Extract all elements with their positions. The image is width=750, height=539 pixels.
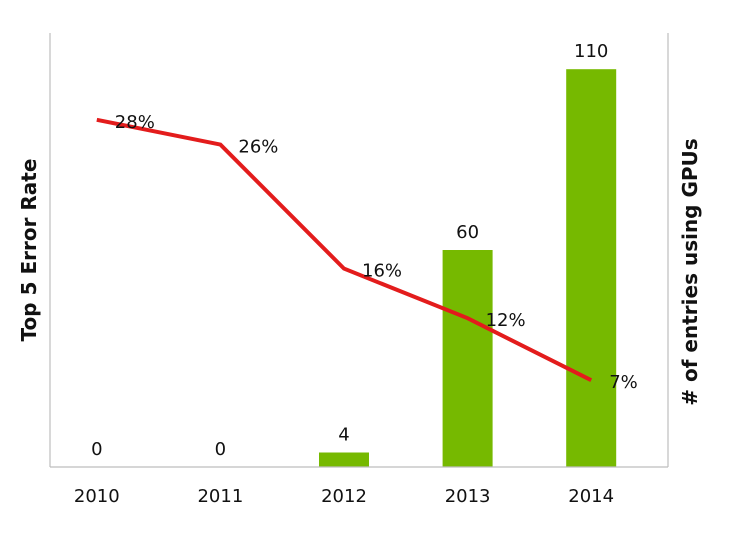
x-tick-labels: 2010 2011 2012 2013 2014: [74, 486, 614, 507]
error-rate-line: [96, 117, 593, 382]
y-axis-title-left: Top 5 Error Rate: [17, 159, 41, 342]
bar-2012: [319, 452, 369, 467]
error-rate-label-2010: 28%: [115, 112, 155, 133]
bar-value-label-2012: 4: [338, 425, 349, 446]
bar-value-label-2011: 0: [215, 439, 226, 460]
bar-2013: [442, 250, 493, 467]
bars-group: [319, 69, 617, 467]
x-tick-2013: 2013: [445, 486, 491, 507]
bar-value-label-2013: 60: [456, 222, 479, 243]
bar-2014: [566, 69, 617, 467]
error-rate-label-2013: 12%: [486, 310, 526, 331]
bar-value-label-2010: 0: [91, 439, 102, 460]
line-layer: 28% 26% 16% 12% 7%: [96, 112, 638, 393]
x-tick-2014: 2014: [568, 486, 614, 507]
error-rate-label-2012: 16%: [362, 261, 402, 282]
y-axis-title-right: # of entries using GPUs: [678, 138, 702, 405]
error-rate-label-2014: 7%: [609, 372, 638, 393]
x-tick-2011: 2011: [197, 486, 243, 507]
axes-group: [49, 33, 669, 468]
x-tick-2010: 2010: [74, 486, 120, 507]
x-tick-2012: 2012: [321, 486, 367, 507]
bar-labels-group: 0 0 4 60 110: [91, 41, 608, 460]
error-rate-label-2011: 26%: [238, 137, 278, 158]
bar-value-label-2014: 110: [574, 41, 608, 62]
